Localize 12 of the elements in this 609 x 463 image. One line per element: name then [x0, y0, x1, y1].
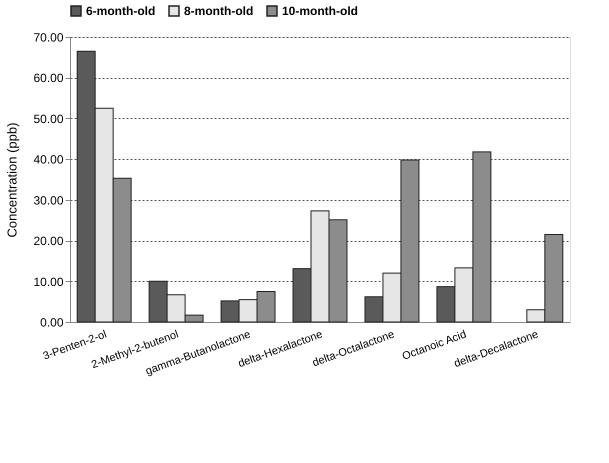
legend-label: 6-month-old — [86, 4, 156, 18]
y-tick-label: 40.00 — [33, 152, 64, 167]
y-tick-label: 50.00 — [33, 112, 64, 126]
y-tick-label: 60.00 — [33, 71, 64, 86]
legend-label: 10-month-old — [282, 4, 358, 18]
y-tick-label: 10.00 — [33, 274, 64, 289]
legend-label: 8-month-old — [184, 4, 254, 18]
y-tick-label: 30.00 — [33, 193, 64, 208]
y-tick-label: 0.00 — [40, 316, 64, 330]
y-axis-title: Concentration (ppb) — [4, 122, 20, 238]
y-tick-label: 70.00 — [33, 30, 64, 44]
y-tick-label: 20.00 — [33, 234, 64, 248]
